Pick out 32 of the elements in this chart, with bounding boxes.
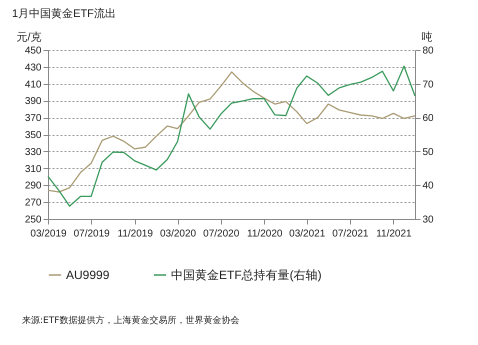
x-tick-label: 07/2021 [332,228,369,240]
y-tick-label: 310 [24,164,42,175]
y2-tick-label: 30 [422,214,434,226]
y2-tick-label: 50 [422,146,434,158]
x-tick-label: 07/2019 [74,228,110,240]
y2-tick-label: 40 [422,180,434,192]
y-tick-label: 450 [24,46,42,56]
x-tick-label: 03/2019 [30,228,68,240]
x-tick-label: 03/2020 [160,228,197,240]
y2-tick-label: 60 [422,113,434,124]
x-tick-label: 11/2019 [118,228,154,240]
y-axis-title: 元/克 [16,30,42,44]
legend-label: 中国黄金ETF总持有量(右轴) [171,268,322,282]
y-tick-label: 430 [24,62,42,74]
y2-tick-label: 70 [422,79,434,90]
x-tick-label: 07/2020 [203,228,240,240]
y-tick-label: 370 [24,113,42,124]
y-tick-label: 350 [24,130,42,141]
y-tick-label: 330 [24,146,42,158]
chart-title: 1月中国黄金ETF流出 [12,7,116,20]
y-tick-label: 270 [24,198,42,209]
y2-tick-label: 80 [422,46,434,56]
source-note: 来源:ETF数据提供方，上海黄金交易所，世界黄金协会 [22,314,240,327]
x-tick-label: 11/2020 [247,228,283,240]
y-tick-label: 250 [24,214,42,226]
y-tick-label: 290 [24,180,42,192]
y2-axis-title: 吨 [422,30,432,44]
x-tick-label: 03/2021 [289,228,326,240]
legend-label: AU9999 [66,268,110,282]
y-tick-label: 410 [24,79,42,90]
x-tick-label: 11/2021 [376,228,412,240]
y-tick-label: 390 [24,96,42,108]
